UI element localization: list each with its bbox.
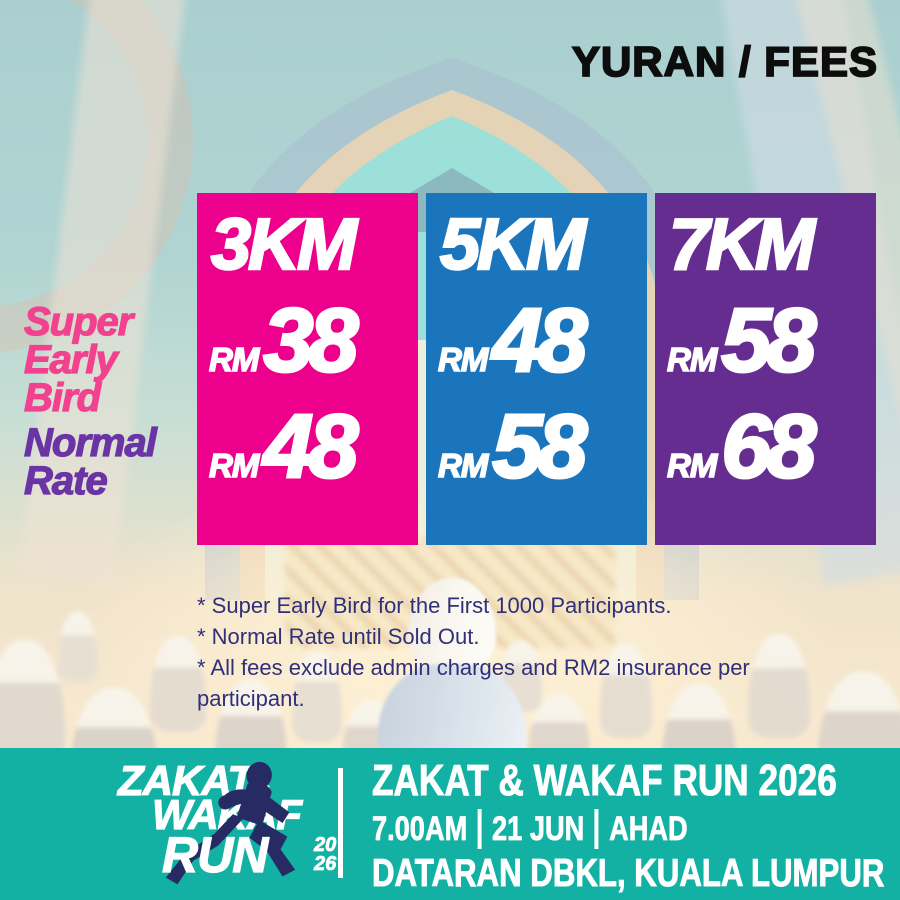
crowd-figure xyxy=(292,652,342,742)
page-title: YURAN / FEES xyxy=(571,37,878,86)
runner-icon xyxy=(165,761,296,885)
logo-year: 20 26 xyxy=(314,834,337,875)
footnote: * Normal Rate until Sold Out. xyxy=(197,624,480,649)
currency-label: RM xyxy=(666,340,718,379)
event-time: 7.00AM xyxy=(372,809,468,848)
worshipper-cap xyxy=(408,578,496,674)
event-day: AHAD xyxy=(609,809,688,848)
price-value: 38 xyxy=(262,291,360,391)
crowd-figure xyxy=(58,612,98,682)
price-value: 68 xyxy=(720,396,818,497)
currency-label: RM xyxy=(437,446,489,485)
event-date: 21 JUN xyxy=(492,809,585,848)
event-datetime: 7.00AM 21 JUN AHAD xyxy=(372,809,884,850)
price-value: 58 xyxy=(720,291,818,391)
normal-rate-price: RM 58 xyxy=(437,396,647,497)
event-logo: ZAKAT& WAKAF RUN 20 26 xyxy=(102,754,357,896)
distance-label: 5KM xyxy=(439,205,588,285)
event-details: ZAKAT & WAKAF RUN 2026 7.00AM 21 JUN AHA… xyxy=(372,756,900,896)
footnote-list: * Super Early Bird for the First 1000 Pa… xyxy=(197,590,817,714)
currency-label: RM xyxy=(208,340,260,379)
logo-year-bottom: 26 xyxy=(314,853,337,875)
super-early-bird-price: RM 58 xyxy=(666,291,876,391)
price-value: 58 xyxy=(491,396,589,497)
rate-label-super-early-bird: Super Early Bird xyxy=(23,300,134,420)
event-venue: DATARAN DBKL, KUALA LUMPUR xyxy=(372,852,885,896)
distance-label: 7KM xyxy=(668,205,817,285)
currency-label: RM xyxy=(666,446,718,485)
footer-band: ZAKAT& WAKAF RUN 20 26 xyxy=(0,748,900,900)
price-value: 48 xyxy=(491,291,589,391)
rate-label-normal-rate: Normal Rate xyxy=(23,421,157,503)
event-name: ZAKAT & WAKAF RUN 2026 xyxy=(372,756,838,805)
separator-bar xyxy=(477,809,482,850)
currency-label: RM xyxy=(437,340,489,379)
footer-divider xyxy=(338,768,343,878)
normal-rate-price: RM 48 xyxy=(208,396,418,497)
fee-card-3km: 3KM RM 38 RM 48 xyxy=(197,193,418,545)
worshipper-body xyxy=(378,664,526,764)
super-early-bird-price: RM 48 xyxy=(437,291,647,391)
logo-year-top: 20 xyxy=(314,834,337,856)
footnote: * Super Early Bird for the First 1000 Pa… xyxy=(197,593,672,618)
separator-bar xyxy=(594,809,599,850)
super-early-bird-price: RM 38 xyxy=(208,291,418,391)
currency-label: RM xyxy=(208,446,260,485)
footnote: * All fees exclude admin charges and RM2… xyxy=(197,655,750,711)
crowd-figure xyxy=(748,634,810,738)
logo-word-run: RUN xyxy=(161,827,269,883)
normal-rate-price: RM 68 xyxy=(666,396,876,497)
distance-label: 3KM xyxy=(210,205,359,285)
crowd-figure xyxy=(600,644,652,738)
fee-card-7km: 7KM RM 58 RM 68 xyxy=(655,193,876,545)
price-value: 48 xyxy=(262,396,360,497)
fee-card-5km: 5KM RM 48 RM 58 xyxy=(426,193,647,545)
crowd-figure xyxy=(150,636,206,732)
